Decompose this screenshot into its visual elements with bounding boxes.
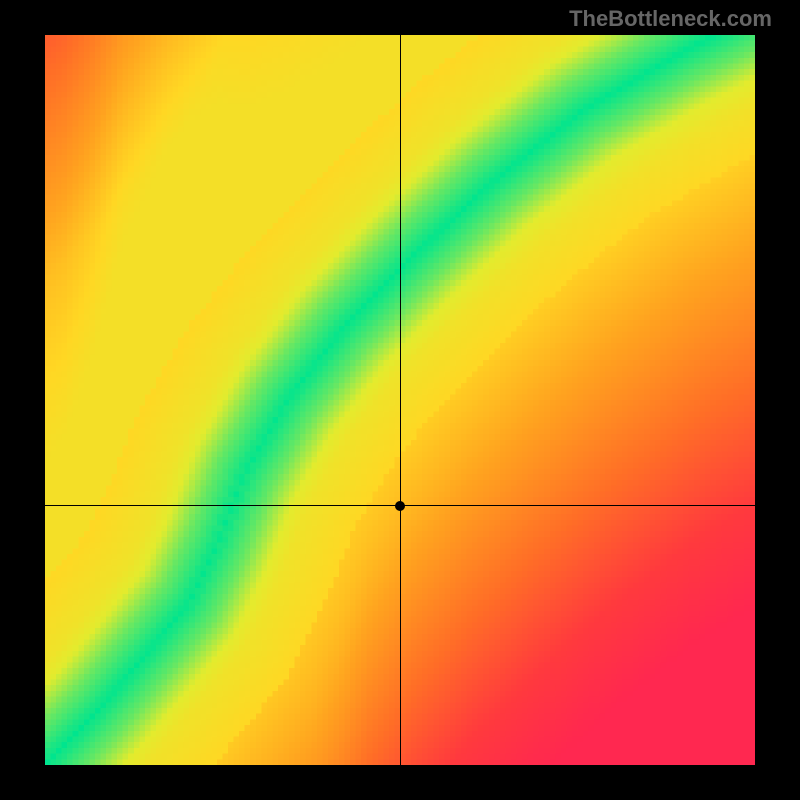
watermark-text: TheBottleneck.com <box>569 6 772 32</box>
crosshair-vertical <box>400 35 401 765</box>
marker-point <box>395 501 405 511</box>
chart-container: TheBottleneck.com <box>0 0 800 800</box>
